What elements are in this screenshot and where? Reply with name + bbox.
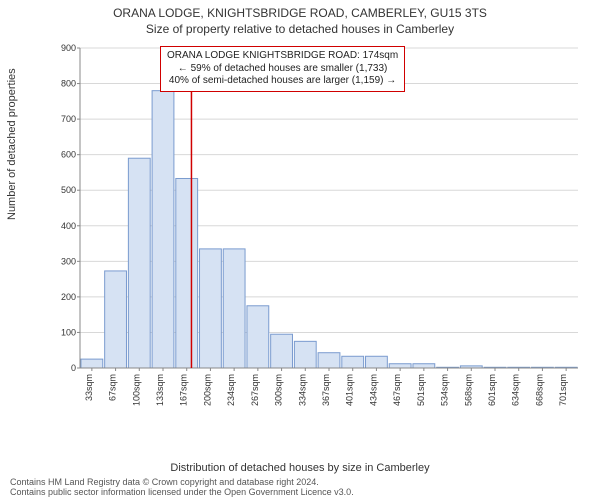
bar [247,306,269,368]
svg-text:401sqm: 401sqm [345,374,355,406]
svg-text:300sqm: 300sqm [274,374,284,406]
svg-text:501sqm: 501sqm [416,374,426,406]
annotation-line3: 40% of semi-detached houses are larger (… [167,75,398,88]
plot-area: 0 100 200 300 400 500 600 700 800 900 33sqm 67sqm 10… [52,44,582,424]
bar [413,364,435,368]
svg-text:100sqm: 100sqm [131,374,141,406]
attribution-footer: Contains HM Land Registry data © Crown c… [10,478,354,498]
x-axis-label: Distribution of detached houses by size … [0,462,600,474]
bar [223,249,245,368]
svg-text:167sqm: 167sqm [179,374,189,406]
bar [294,341,316,368]
chart-container: ORANA LODGE, KNIGHTSBRIDGE ROAD, CAMBERL… [0,0,600,500]
svg-text:367sqm: 367sqm [321,374,331,406]
svg-text:701sqm: 701sqm [558,374,568,406]
svg-text:634sqm: 634sqm [511,374,521,406]
svg-text:601sqm: 601sqm [487,374,497,406]
bar [318,353,340,368]
svg-text:234sqm: 234sqm [226,374,236,406]
svg-text:467sqm: 467sqm [392,374,402,406]
bar [81,359,103,368]
svg-text:900: 900 [61,44,76,53]
annotation-line1: ORANA LODGE KNIGHTSBRIDGE ROAD: 174sqm [167,50,398,63]
svg-text:500: 500 [61,185,76,195]
footer-line2: Contains public sector information licen… [10,488,354,498]
svg-text:600: 600 [61,150,76,160]
svg-text:33sqm: 33sqm [84,374,94,401]
svg-text:267sqm: 267sqm [250,374,260,406]
svg-text:0: 0 [71,363,76,373]
annotation-line2: ← 59% of detached houses are smaller (1,… [167,63,398,76]
bar [128,158,150,368]
y-axis-label: Number of detached properties [6,68,18,220]
bar [152,91,174,368]
bar [271,334,293,368]
svg-text:300: 300 [61,256,76,266]
reference-annotation: ORANA LODGE KNIGHTSBRIDGE ROAD: 174sqm ←… [160,46,405,92]
svg-text:100: 100 [61,327,76,337]
svg-text:67sqm: 67sqm [108,374,118,401]
svg-text:200: 200 [61,292,76,302]
bar [200,249,222,368]
svg-text:700: 700 [61,114,76,124]
svg-text:800: 800 [61,79,76,89]
svg-text:668sqm: 668sqm [534,374,544,406]
svg-text:334sqm: 334sqm [297,374,307,406]
title-main: ORANA LODGE, KNIGHTSBRIDGE ROAD, CAMBERL… [0,0,600,20]
svg-text:200sqm: 200sqm [202,374,212,406]
svg-text:534sqm: 534sqm [440,374,450,406]
svg-text:400: 400 [61,221,76,231]
bar [366,356,388,368]
bar [176,178,198,368]
svg-text:568sqm: 568sqm [463,374,473,406]
bar [105,271,127,368]
bar [389,364,411,368]
svg-text:434sqm: 434sqm [368,374,378,406]
bar [342,356,364,368]
svg-text:133sqm: 133sqm [155,374,165,406]
histogram-svg: 0 100 200 300 400 500 600 700 800 900 33sqm 67sqm 10… [52,44,582,424]
title-sub: Size of property relative to detached ho… [0,20,600,36]
